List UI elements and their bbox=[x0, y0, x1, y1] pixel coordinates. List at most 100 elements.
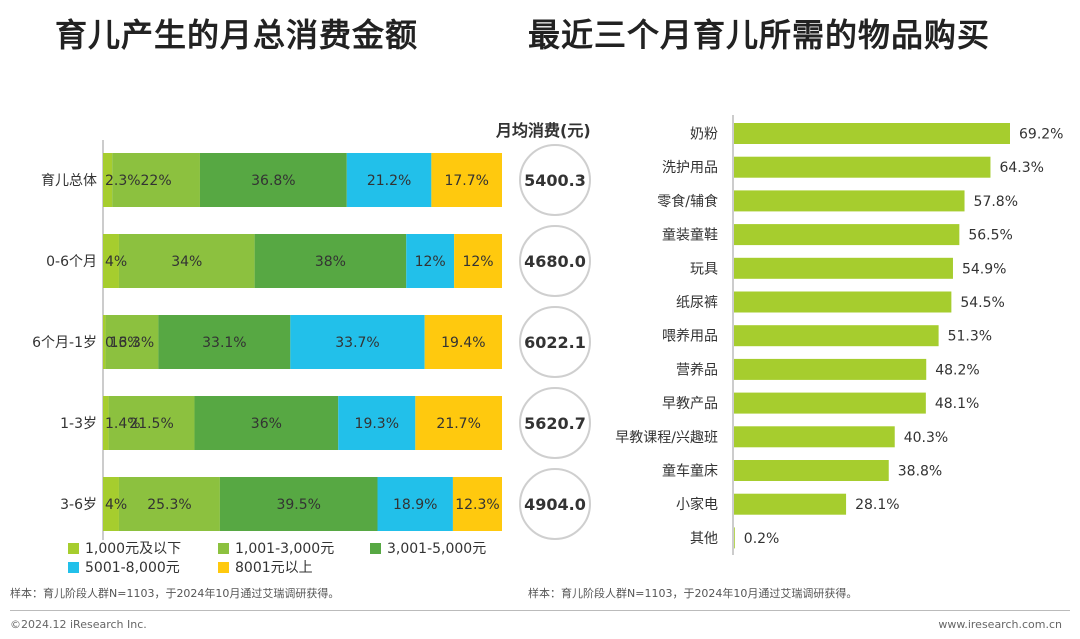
legend-swatch bbox=[68, 561, 79, 573]
legend-label: 1,000元及以下 bbox=[85, 541, 182, 557]
purchase-items-bar-chart: 奶粉 69.2% 洗护用品 64.3% 零食/辅食 57.8% 童装童鞋 56.5% 玩具 54.… bbox=[615, 115, 1063, 555]
bar-segment bbox=[103, 234, 119, 288]
category-label: 童车童床 bbox=[662, 463, 718, 480]
bar-segment bbox=[431, 153, 502, 207]
data-label: 54.9% bbox=[962, 261, 1006, 277]
bar-segment bbox=[424, 315, 502, 369]
bar bbox=[734, 358, 927, 380]
monthly-avg-circle: 4680.0 bbox=[519, 225, 591, 297]
bar-segment bbox=[454, 234, 502, 288]
bar bbox=[734, 190, 965, 212]
data-label: 13.3% bbox=[110, 335, 154, 351]
bar-segment bbox=[415, 396, 502, 450]
data-label: 22% bbox=[141, 173, 172, 189]
category-label: 纸尿裤 bbox=[676, 295, 718, 311]
monthly-avg-header: 月均消费(元) bbox=[496, 121, 591, 140]
category-label: 早教产品 bbox=[662, 396, 718, 412]
category-label: 洗护用品 bbox=[662, 160, 718, 176]
data-label: 4% bbox=[105, 497, 127, 513]
legend-item-3001-5000: 3,001-5,000元 bbox=[370, 538, 486, 558]
category-label: 1-3岁 bbox=[60, 416, 97, 432]
data-label: 51.3% bbox=[948, 329, 992, 345]
bar bbox=[734, 325, 939, 347]
legend-item-1000-below: 1,000元及以下 bbox=[68, 538, 181, 558]
bar bbox=[734, 257, 953, 279]
bar-segment bbox=[377, 477, 453, 531]
legend-label: 3,001-5,000元 bbox=[387, 541, 487, 557]
monthly-avg-circle: 4904.0 bbox=[519, 468, 591, 540]
category-label: 喂养用品 bbox=[662, 329, 718, 345]
legend-swatch bbox=[218, 561, 229, 573]
data-label: 19.4% bbox=[441, 335, 485, 351]
bar-segment bbox=[254, 234, 407, 288]
data-label: 28.1% bbox=[855, 497, 899, 513]
data-label: 12.3% bbox=[455, 497, 499, 513]
bar bbox=[734, 123, 1010, 144]
data-label: 33.1% bbox=[202, 335, 246, 351]
bar bbox=[734, 426, 895, 448]
data-label: 54.5% bbox=[960, 295, 1004, 311]
website-text: www.iresearch.com.cn bbox=[938, 618, 1062, 631]
data-label: 1.4% bbox=[105, 416, 141, 432]
category-label: 育儿总体 bbox=[41, 173, 97, 189]
data-label: 48.2% bbox=[935, 362, 979, 378]
left-chart-title: 育儿产生的月总消费金额 bbox=[55, 16, 419, 54]
bar-segment bbox=[105, 315, 159, 369]
bar bbox=[734, 291, 952, 313]
bar-segment bbox=[103, 153, 113, 207]
monthly-avg-circle: 5400.3 bbox=[519, 144, 591, 216]
bar-segment bbox=[346, 153, 432, 207]
data-label: 18.9% bbox=[393, 497, 437, 513]
category-label: 其他 bbox=[690, 531, 718, 547]
legend-swatch bbox=[68, 542, 79, 554]
data-label: 39.5% bbox=[276, 497, 320, 513]
data-label: 69.2% bbox=[1019, 127, 1063, 143]
bar bbox=[734, 460, 889, 481]
data-label: 21.2% bbox=[367, 173, 411, 189]
legend-label: 1,001-3,000元 bbox=[235, 541, 335, 557]
category-label: 6个月-1岁 bbox=[32, 335, 97, 351]
data-label: 17.7% bbox=[444, 173, 488, 189]
data-label: 34% bbox=[171, 254, 202, 270]
bar bbox=[734, 156, 991, 178]
bar bbox=[734, 392, 926, 414]
bar bbox=[734, 527, 735, 549]
category-label: 0-6个月 bbox=[46, 254, 97, 270]
data-label: 2.3% bbox=[105, 173, 141, 189]
data-label: 38% bbox=[315, 254, 346, 270]
data-label: 38.8% bbox=[898, 464, 942, 480]
data-label: 36% bbox=[251, 416, 282, 432]
bar bbox=[734, 224, 960, 246]
bar-segment bbox=[108, 396, 195, 450]
category-label: 奶粉 bbox=[690, 127, 718, 143]
category-label: 玩具 bbox=[690, 261, 718, 277]
bar-segment bbox=[118, 477, 220, 531]
monthly-avg-circle: 6022.1 bbox=[519, 306, 591, 378]
right-sample-note: 样本：育儿阶段人群N=1103，于2024年10月通过艾瑞调研获得。 bbox=[528, 587, 858, 600]
data-label: 21.7% bbox=[436, 416, 480, 432]
data-label: 56.5% bbox=[968, 228, 1012, 244]
bar-segment bbox=[103, 477, 119, 531]
bar-segment bbox=[406, 234, 455, 288]
category-label: 小家电 bbox=[676, 496, 718, 513]
footer-divider bbox=[10, 610, 1070, 611]
bar bbox=[734, 493, 847, 515]
category-label: 零食/辅食 bbox=[657, 193, 718, 210]
bar-segment bbox=[103, 396, 109, 450]
right-chart-title: 最近三个月育儿所需的物品购买 bbox=[528, 16, 991, 54]
data-label: 21.5% bbox=[129, 416, 173, 432]
bar-segment bbox=[199, 153, 347, 207]
data-label: 33.7% bbox=[335, 335, 379, 351]
data-label: 4% bbox=[105, 254, 127, 270]
category-label: 营养品 bbox=[676, 362, 718, 378]
legend-label: 5001-8,000元 bbox=[85, 560, 180, 576]
data-label: 40.3% bbox=[904, 430, 948, 446]
data-label: 19.3% bbox=[355, 416, 399, 432]
data-label: 25.3% bbox=[147, 497, 191, 513]
monthly-avg-circle: 5620.7 bbox=[519, 387, 591, 459]
bar-segment bbox=[158, 315, 291, 369]
bar-segment bbox=[338, 396, 416, 450]
data-label: 12% bbox=[462, 254, 493, 270]
data-label: 57.8% bbox=[974, 194, 1018, 210]
data-label: 12% bbox=[415, 254, 446, 270]
